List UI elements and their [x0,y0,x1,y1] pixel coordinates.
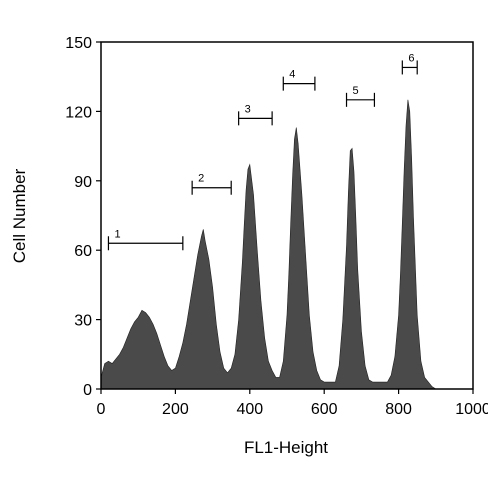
gate-2-label: 2 [198,173,204,185]
gate-6-label: 6 [408,52,414,64]
y-tick-label: 0 [83,382,92,399]
x-axis-title: FL1-Height [244,438,328,457]
y-tick-label: 60 [74,243,92,260]
y-tick-label: 30 [74,313,92,330]
x-tick-label: 0 [97,401,106,418]
gate-3-label: 3 [245,103,251,115]
gate-layer: 1 2 3 4 5 6 [107,52,418,251]
plot-layer [100,99,437,390]
gate-4-label: 4 [289,69,295,81]
x-tick-label: 400 [236,401,263,418]
histogram-area-series-0 [100,99,437,390]
axis-layer: 0 200 400 600 800 1000 0 30 60 90 120 150 [65,35,488,418]
x-tick-label: 600 [311,401,338,418]
y-tick-label: 90 [74,174,92,191]
x-tick-label: 200 [162,401,189,418]
y-tick-label: 120 [65,104,92,121]
gate-1-label: 1 [114,228,120,240]
y-tick-label: 150 [65,35,92,52]
gate-5-label: 5 [353,85,359,97]
plot-frame [100,41,474,390]
y-axis-title: Cell Number [10,168,29,263]
x-tick-label: 800 [385,401,412,418]
x-tick-label: 1000 [455,401,488,418]
